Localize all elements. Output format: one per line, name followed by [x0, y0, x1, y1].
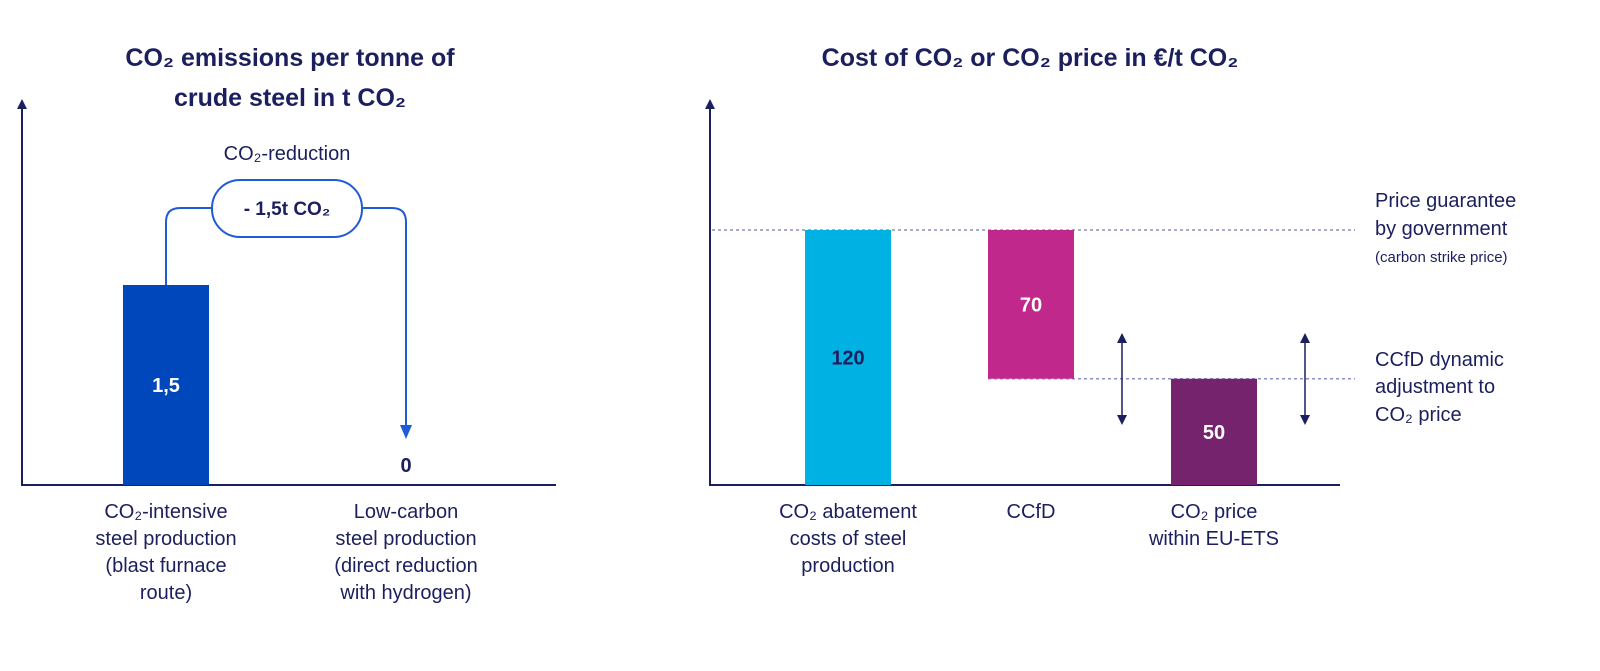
- left-chart: CO₂ emissions per tonne of crude steel i…: [17, 44, 556, 604]
- right-category-label-2-line: within EU-ETS: [1148, 528, 1279, 550]
- reference-label-0-line-1: by government: [1375, 218, 1508, 240]
- right-category-label-1-line: CCfD: [1007, 501, 1056, 523]
- reduction-arrow: [362, 207, 412, 439]
- left-category-label-0-line: CO₂-intensive: [104, 501, 227, 523]
- reduction-label: - 1,5t CO₂: [244, 199, 331, 220]
- reference-label-0-line-0: Price guarantee: [1375, 190, 1516, 212]
- bar-value-label-0: 120: [831, 348, 864, 370]
- reduction-pill: [211, 179, 363, 238]
- bar-0: [123, 285, 209, 485]
- bar-0: [805, 230, 891, 485]
- bar-value-label-1: 70: [1020, 294, 1042, 316]
- bar-1: [988, 230, 1074, 379]
- bar-2: [1171, 378, 1257, 485]
- reference-sublabel-0: (carbon strike price): [1375, 249, 1508, 266]
- left-title-line-1: CO₂ emissions per tonne of: [125, 44, 455, 72]
- right-category-label-0-line: costs of steel: [790, 528, 907, 550]
- bar-value-label-1: 0: [400, 455, 411, 477]
- left-category-label-1-line: steel production: [335, 528, 476, 550]
- right-category-label-2-line: CO₂ price: [1171, 501, 1258, 523]
- right-category-label-2: CO₂ price within EU-ETS: [1148, 501, 1279, 550]
- bar-value-label-2: 50: [1203, 422, 1225, 444]
- right-category-label-0-line: CO₂ abatement: [779, 501, 917, 523]
- left-title-line-2: crude steel in t CO₂: [174, 84, 406, 112]
- left-category-label-0-line: route): [140, 582, 192, 604]
- reference-label-1-line-1: adjustment to: [1375, 376, 1495, 398]
- bar-value-label-0: 1,5: [152, 375, 180, 397]
- left-category-label-1-line: (direct reduction: [334, 555, 477, 577]
- right-title: Cost of CO₂ or CO₂ price in €/t CO₂: [822, 44, 1239, 72]
- left-category-label-1-line: Low-carbon: [354, 501, 459, 523]
- left-category-label-1: Low-carbon steel production (direct reduct…: [334, 501, 477, 604]
- right-category-label-0-line: production: [801, 555, 894, 577]
- reduction-heading: CO₂-reduction: [224, 143, 351, 165]
- right-category-label-0: CO₂ abatement costs of steel production: [779, 501, 917, 577]
- reference-label-1-line-0: CCfD dynamic: [1375, 349, 1504, 371]
- right-chart: Cost of CO₂ or CO₂ price in €/t CO₂ 120 7…: [705, 44, 1516, 577]
- left-category-label-1-line: with hydrogen): [339, 582, 471, 604]
- left-category-label-0: CO₂-intensive steel production (blast furn…: [95, 501, 236, 604]
- reference-label-1-line-2: CO₂ price: [1375, 404, 1462, 426]
- left-category-label-0-line: steel production: [95, 528, 236, 550]
- reduction-connector-left: [165, 207, 212, 285]
- right-category-label-1: CCfD: [1007, 501, 1056, 523]
- left-category-label-0-line: (blast furnace: [105, 555, 226, 577]
